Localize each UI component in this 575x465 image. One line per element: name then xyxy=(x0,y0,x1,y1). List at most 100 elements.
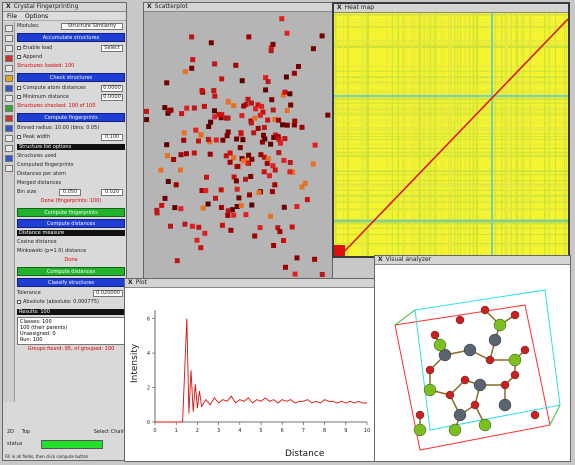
tolerance-input[interactable]: 0.0000 xyxy=(101,94,123,101)
scatter-point xyxy=(233,62,239,68)
compute-fingerprints-header[interactable]: Compute fingerprints xyxy=(17,113,125,122)
tool-yellow-icon[interactable] xyxy=(5,75,13,82)
enable-checkbox[interactable] xyxy=(17,45,21,50)
tool-select-icon[interactable] xyxy=(5,145,13,152)
x-axis-label: Distance xyxy=(285,449,325,459)
scatter-point xyxy=(231,155,237,161)
check-structures-button[interactable]: Check structures xyxy=(17,73,125,82)
status-right[interactable]: Select Chain xyxy=(93,429,125,435)
tool-grid-icon[interactable] xyxy=(5,65,13,72)
tool-info-icon[interactable] xyxy=(5,125,13,132)
peak-checkbox[interactable] xyxy=(17,134,21,139)
select-button[interactable]: Select xyxy=(101,45,123,52)
list-item[interactable]: Computed fingerprints xyxy=(17,162,74,168)
scatter-point xyxy=(219,222,225,228)
scatter-point xyxy=(289,224,295,230)
tool-zoom-icon[interactable] xyxy=(5,135,13,142)
window-title: Plot xyxy=(135,279,147,286)
results-textarea[interactable]: Classes: 100 100 (their parents) Unassig… xyxy=(17,317,125,345)
peak-input[interactable]: 0.100 xyxy=(101,134,123,141)
tolerance-checkbox[interactable] xyxy=(17,94,21,99)
scatter-point xyxy=(218,115,224,121)
accumulate-structures-button[interactable]: Accumulate structures xyxy=(17,33,125,42)
scatter-point xyxy=(198,132,204,138)
heatmap-titlebar[interactable]: X Heat map xyxy=(334,4,568,13)
menu-file[interactable]: File xyxy=(7,13,18,20)
scatter-point xyxy=(158,167,164,173)
scatter-point xyxy=(287,169,293,175)
classify-structures-button[interactable]: Classify structures xyxy=(17,278,125,287)
tool-green-icon[interactable] xyxy=(5,105,13,112)
scatter-point xyxy=(247,192,252,198)
scatterplot-titlebar[interactable]: X Scatterplot xyxy=(144,3,332,12)
close-icon[interactable]: X xyxy=(337,4,342,11)
append-checkbox[interactable] xyxy=(17,54,21,59)
scatter-point xyxy=(245,96,251,102)
module-select[interactable]: Structure Similarity xyxy=(61,23,123,30)
scatter-point xyxy=(231,103,237,109)
atom xyxy=(413,423,427,437)
binsize-input[interactable]: 0.050 xyxy=(59,189,81,196)
menu-options[interactable]: Options xyxy=(24,13,49,20)
scatter-point xyxy=(196,138,201,144)
scatter-point xyxy=(199,188,205,193)
plot-titlebar[interactable]: X Plot xyxy=(125,279,375,288)
close-icon[interactable]: X xyxy=(147,3,152,10)
scatter-point xyxy=(233,178,239,184)
control-panel-titlebar[interactable]: X Crystal Fingerprinting xyxy=(3,3,126,12)
tool-red-icon[interactable] xyxy=(5,55,13,62)
crystal-viewer-titlebar[interactable]: X Visual analyzer xyxy=(375,256,570,265)
scatter-point xyxy=(239,113,245,119)
list-item[interactable]: Structures used xyxy=(17,153,57,159)
compute-distances-header[interactable]: Compute distances xyxy=(17,219,125,228)
enable-row: Enable load Select xyxy=(17,44,125,53)
x-tick-label: 1 xyxy=(175,428,178,434)
compute-distances-button[interactable]: Compute distances xyxy=(17,267,125,276)
scatter-point xyxy=(299,124,305,130)
append-row: Append xyxy=(17,53,125,62)
scatter-point xyxy=(243,176,248,182)
tool-list-icon[interactable] xyxy=(5,95,13,102)
tool-open-icon[interactable] xyxy=(5,35,13,42)
crystal-structure-view[interactable] xyxy=(375,265,570,461)
list-item[interactable]: Distances per atom xyxy=(17,171,66,177)
tool-stop-icon[interactable] xyxy=(5,115,13,122)
compute-fingerprints-button[interactable]: Compute fingerprints xyxy=(17,208,125,217)
scatter-point xyxy=(189,65,195,71)
list-item[interactable]: Merged distances xyxy=(17,180,62,186)
cutoff-checkbox[interactable] xyxy=(17,85,21,90)
tool-chart-icon[interactable] xyxy=(5,155,13,162)
close-icon[interactable]: X xyxy=(378,256,383,263)
tool-new-icon[interactable] xyxy=(5,25,13,32)
x-tick-label: 0 xyxy=(153,428,156,434)
scatter-point xyxy=(262,136,268,142)
tool-blue-icon[interactable] xyxy=(5,85,13,92)
line-plot[interactable]: Intensity Distance 0 2 4 6 0 1 2 3 4 5 6 7 8 9 10 xyxy=(125,288,375,461)
heatmap-corner-cell xyxy=(334,245,345,256)
tool-settings-icon[interactable] xyxy=(5,165,13,172)
scatter-point xyxy=(282,89,288,95)
peak-width-input[interactable]: 0.020 xyxy=(101,189,123,196)
scatter-point xyxy=(252,233,258,239)
list-item[interactable]: Minkowski (p=1.0) distance xyxy=(17,248,87,254)
footer-text: Fill in all fields, then click compute b… xyxy=(5,454,89,459)
scatterplot-canvas[interactable] xyxy=(144,12,333,290)
scatter-point xyxy=(220,137,226,143)
heatmap-canvas[interactable] xyxy=(334,13,568,256)
scatter-point xyxy=(189,223,195,229)
absolute-checkbox[interactable] xyxy=(17,299,21,304)
status-text-3: Done (fingerprints: 100) xyxy=(40,198,102,204)
atom xyxy=(508,353,522,367)
cutoff-input[interactable]: 0.0000 xyxy=(101,85,123,92)
close-icon[interactable]: X xyxy=(6,3,11,10)
status-left: 2D xyxy=(7,429,15,435)
list-item[interactable]: Cosine distance xyxy=(17,239,57,245)
classify-tolerance-input[interactable]: 0.020000 xyxy=(93,290,123,297)
scatter-point xyxy=(236,195,242,201)
scatter-point xyxy=(144,117,150,123)
scatter-point xyxy=(208,119,214,125)
tool-save-icon[interactable] xyxy=(5,45,13,52)
close-icon[interactable]: X xyxy=(128,279,133,286)
scatter-point xyxy=(190,57,196,63)
scatter-point xyxy=(291,70,297,76)
